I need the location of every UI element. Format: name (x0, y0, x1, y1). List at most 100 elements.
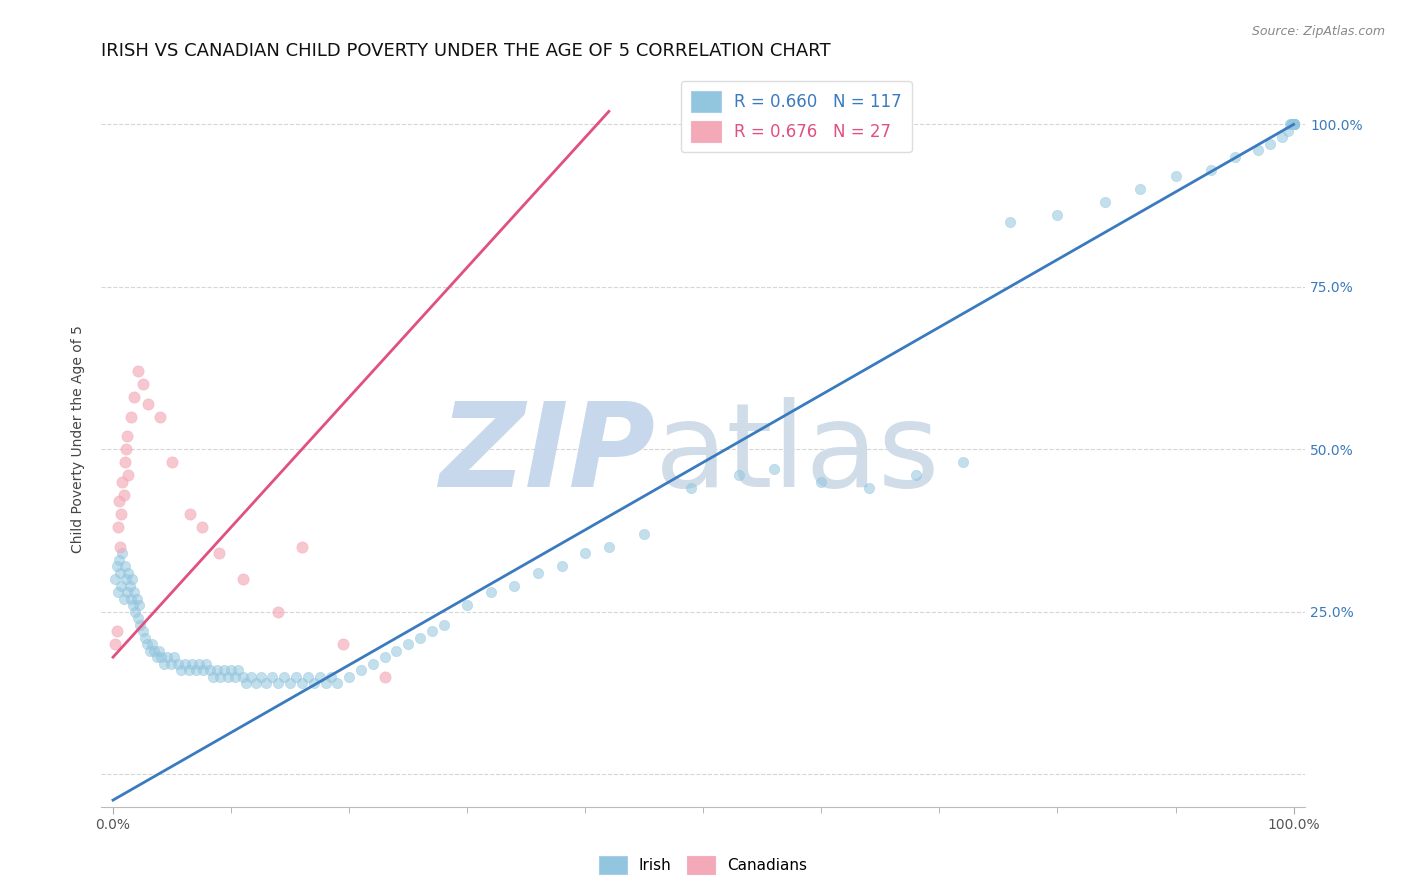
Point (122, 585, 145, 599)
Point (1282, 117, 1305, 131)
Point (111, 546, 134, 560)
Point (217, 670, 239, 684)
Point (337, 670, 360, 684)
Point (120, 409, 142, 424)
Point (205, 663, 228, 677)
Point (115, 572, 138, 586)
Point (432, 617, 454, 632)
Point (115, 429, 138, 443)
Point (1282, 117, 1305, 131)
Point (138, 643, 160, 657)
Point (1129, 182, 1152, 196)
Point (1000, 215, 1022, 229)
Point (527, 566, 550, 580)
Point (1282, 117, 1305, 131)
Point (105, 624, 128, 639)
Point (209, 670, 232, 684)
Point (1199, 162, 1222, 177)
Point (150, 650, 173, 665)
Point (374, 650, 396, 665)
Point (1282, 117, 1305, 131)
Point (297, 670, 319, 684)
Point (361, 657, 384, 671)
Point (278, 676, 301, 690)
Point (188, 657, 211, 671)
Point (1164, 169, 1187, 184)
Point (262, 670, 284, 684)
Point (208, 546, 231, 560)
Point (152, 657, 174, 671)
Point (170, 663, 193, 677)
Point (291, 540, 314, 554)
Point (1247, 144, 1270, 158)
Text: Source: ZipAtlas.com: Source: ZipAtlas.com (1251, 25, 1385, 38)
Point (212, 663, 235, 677)
Point (184, 663, 207, 677)
Point (127, 364, 149, 378)
Point (256, 676, 278, 690)
Point (1282, 117, 1305, 131)
Point (179, 507, 201, 521)
Point (235, 676, 257, 690)
Point (267, 605, 290, 619)
Point (117, 468, 139, 483)
Point (267, 676, 290, 690)
Point (114, 455, 136, 469)
Point (1282, 117, 1305, 131)
Point (1282, 117, 1305, 131)
Point (112, 591, 135, 606)
Point (149, 409, 172, 424)
Point (115, 585, 138, 599)
Point (134, 631, 156, 645)
Point (190, 520, 212, 534)
Point (1281, 117, 1303, 131)
Point (131, 377, 153, 392)
Point (138, 397, 160, 411)
Point (198, 663, 221, 677)
Point (104, 637, 127, 651)
Point (219, 663, 242, 677)
Text: IRISH VS CANADIAN CHILD POVERTY UNDER THE AGE OF 5 CORRELATION CHART: IRISH VS CANADIAN CHILD POVERTY UNDER TH… (101, 42, 831, 60)
Point (156, 650, 179, 665)
Point (952, 455, 974, 469)
Point (121, 572, 143, 586)
Point (124, 605, 146, 619)
Legend: Irish, Canadians: Irish, Canadians (593, 850, 813, 880)
Point (111, 475, 134, 489)
Point (195, 657, 218, 671)
Point (125, 591, 148, 606)
Point (302, 676, 325, 690)
Point (118, 579, 141, 593)
Text: ZIP: ZIP (439, 397, 655, 512)
Point (332, 637, 354, 651)
Point (148, 643, 170, 657)
Point (226, 663, 249, 677)
Point (763, 462, 786, 476)
Point (858, 481, 880, 495)
Point (1258, 136, 1281, 151)
Point (285, 670, 308, 684)
Point (1282, 117, 1305, 131)
Point (108, 494, 131, 508)
Point (810, 475, 832, 489)
Point (128, 598, 150, 612)
Point (681, 481, 703, 495)
Point (174, 657, 197, 671)
Point (224, 670, 246, 684)
Point (112, 488, 135, 502)
Point (107, 585, 129, 599)
Point (136, 637, 159, 651)
Point (104, 572, 127, 586)
Point (181, 657, 204, 671)
Text: atlas: atlas (655, 397, 941, 512)
Point (167, 657, 190, 671)
Legend: R = 0.660   N = 117, R = 0.676   N = 27: R = 0.660 N = 117, R = 0.676 N = 27 (681, 81, 911, 152)
Point (122, 598, 145, 612)
Point (107, 520, 129, 534)
Point (291, 676, 314, 690)
Point (550, 559, 572, 574)
Point (374, 670, 396, 684)
Point (177, 663, 200, 677)
Point (143, 643, 166, 657)
Point (202, 670, 225, 684)
